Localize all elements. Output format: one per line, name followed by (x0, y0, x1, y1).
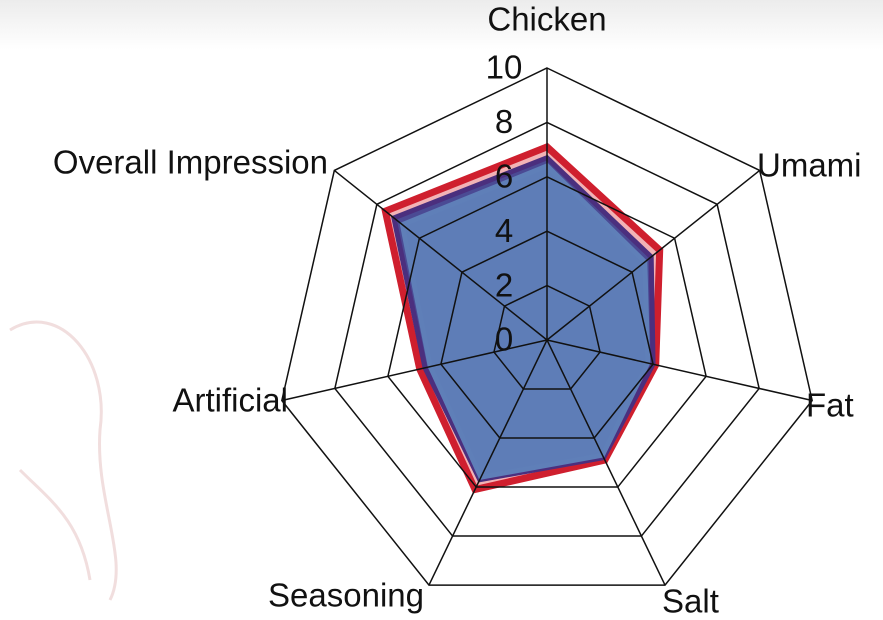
tick-label: 8 (495, 103, 513, 140)
tick-label: 4 (495, 212, 513, 249)
tick-label: 2 (495, 266, 513, 303)
category-label: Umami (757, 147, 862, 184)
chart: 0 2 4 6 8 10 Chicken Umami Fat Salt Seasoning Artif… (0, 0, 883, 620)
tick-label: 6 (495, 158, 513, 195)
category-label: Fat (806, 387, 854, 424)
tick-label: 10 (486, 49, 523, 86)
page: {"chart_data": {"type": "radar", "catego… (0, 0, 883, 620)
category-label: Chicken (487, 1, 606, 38)
category-label: Seasoning (268, 577, 424, 614)
category-label: Overall Impression (53, 144, 328, 181)
tick-label: 0 (495, 321, 513, 358)
category-label: Salt (662, 583, 719, 620)
category-label: Artificial (172, 382, 288, 419)
